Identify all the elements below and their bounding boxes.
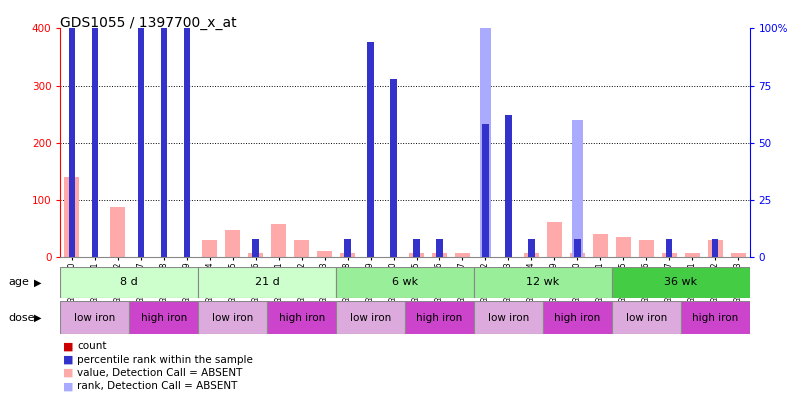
Bar: [524, 253, 539, 257]
Bar: [271, 224, 286, 257]
Bar: [129, 301, 198, 334]
Text: 36 wk: 36 wk: [664, 277, 697, 288]
Bar: [570, 253, 585, 257]
Bar: [60, 267, 198, 298]
Bar: [730, 253, 746, 257]
Bar: [572, 120, 583, 257]
Bar: [92, 0, 98, 257]
Bar: [436, 239, 442, 257]
Text: low iron: low iron: [488, 313, 529, 322]
Text: count: count: [77, 341, 107, 351]
Bar: [317, 252, 332, 257]
Bar: [336, 301, 405, 334]
Bar: [184, 0, 190, 257]
Text: 8 d: 8 d: [120, 277, 139, 288]
Text: ▶: ▶: [34, 313, 41, 322]
Text: ■: ■: [63, 368, 73, 378]
Bar: [60, 301, 129, 334]
Bar: [248, 253, 264, 257]
Bar: [712, 239, 718, 257]
Bar: [638, 240, 654, 257]
Text: percentile rank within the sample: percentile rank within the sample: [77, 355, 253, 364]
Bar: [225, 230, 240, 257]
Bar: [505, 223, 512, 257]
Text: age: age: [8, 277, 29, 288]
Text: ■: ■: [63, 341, 73, 351]
Bar: [252, 239, 259, 257]
Bar: [542, 301, 612, 334]
Text: value, Detection Call = ABSENT: value, Detection Call = ABSENT: [77, 368, 243, 378]
Bar: [267, 301, 336, 334]
Text: high iron: high iron: [279, 313, 325, 322]
Bar: [344, 239, 351, 257]
Text: low iron: low iron: [350, 313, 391, 322]
Bar: [64, 177, 80, 257]
Text: low iron: low iron: [74, 313, 115, 322]
Text: ■: ■: [63, 355, 73, 364]
Bar: [138, 126, 144, 257]
Bar: [336, 267, 474, 298]
Text: dose: dose: [8, 313, 35, 322]
Text: 6 wk: 6 wk: [392, 277, 418, 288]
Bar: [482, 124, 488, 257]
Bar: [684, 253, 700, 257]
Text: GDS1055 / 1397700_x_at: GDS1055 / 1397700_x_at: [60, 16, 237, 30]
Bar: [160, 0, 167, 257]
Bar: [390, 79, 397, 257]
Bar: [294, 240, 310, 257]
Bar: [368, 42, 374, 257]
Bar: [405, 301, 474, 334]
Bar: [612, 301, 680, 334]
Bar: [160, 68, 167, 257]
Bar: [505, 115, 512, 257]
Text: high iron: high iron: [555, 313, 600, 322]
Bar: [708, 240, 723, 257]
Bar: [480, 0, 491, 257]
Text: 21 d: 21 d: [255, 277, 280, 288]
Bar: [666, 239, 672, 257]
Bar: [546, 222, 562, 257]
Bar: [138, 0, 144, 257]
Bar: [202, 240, 218, 257]
Bar: [662, 253, 677, 257]
Bar: [409, 253, 424, 257]
Text: rank, Detection Call = ABSENT: rank, Detection Call = ABSENT: [77, 382, 238, 391]
Bar: [592, 234, 608, 257]
Bar: [616, 237, 631, 257]
Bar: [413, 239, 420, 257]
Text: low iron: low iron: [212, 313, 253, 322]
Text: low iron: low iron: [625, 313, 667, 322]
Bar: [474, 267, 612, 298]
Bar: [474, 301, 542, 334]
Bar: [69, 5, 75, 257]
Text: ▶: ▶: [34, 277, 41, 288]
Bar: [455, 253, 470, 257]
Bar: [198, 267, 336, 298]
Bar: [368, 206, 374, 257]
Text: high iron: high iron: [141, 313, 187, 322]
Bar: [92, 189, 98, 257]
Text: 12 wk: 12 wk: [526, 277, 559, 288]
Bar: [528, 239, 534, 257]
Text: high iron: high iron: [692, 313, 738, 322]
Bar: [198, 301, 267, 334]
Text: ■: ■: [63, 382, 73, 391]
Bar: [184, 189, 190, 257]
Bar: [110, 207, 126, 257]
Bar: [574, 239, 580, 257]
Bar: [432, 253, 447, 257]
Bar: [340, 253, 355, 257]
Bar: [612, 267, 750, 298]
Text: high iron: high iron: [417, 313, 463, 322]
Bar: [680, 301, 750, 334]
